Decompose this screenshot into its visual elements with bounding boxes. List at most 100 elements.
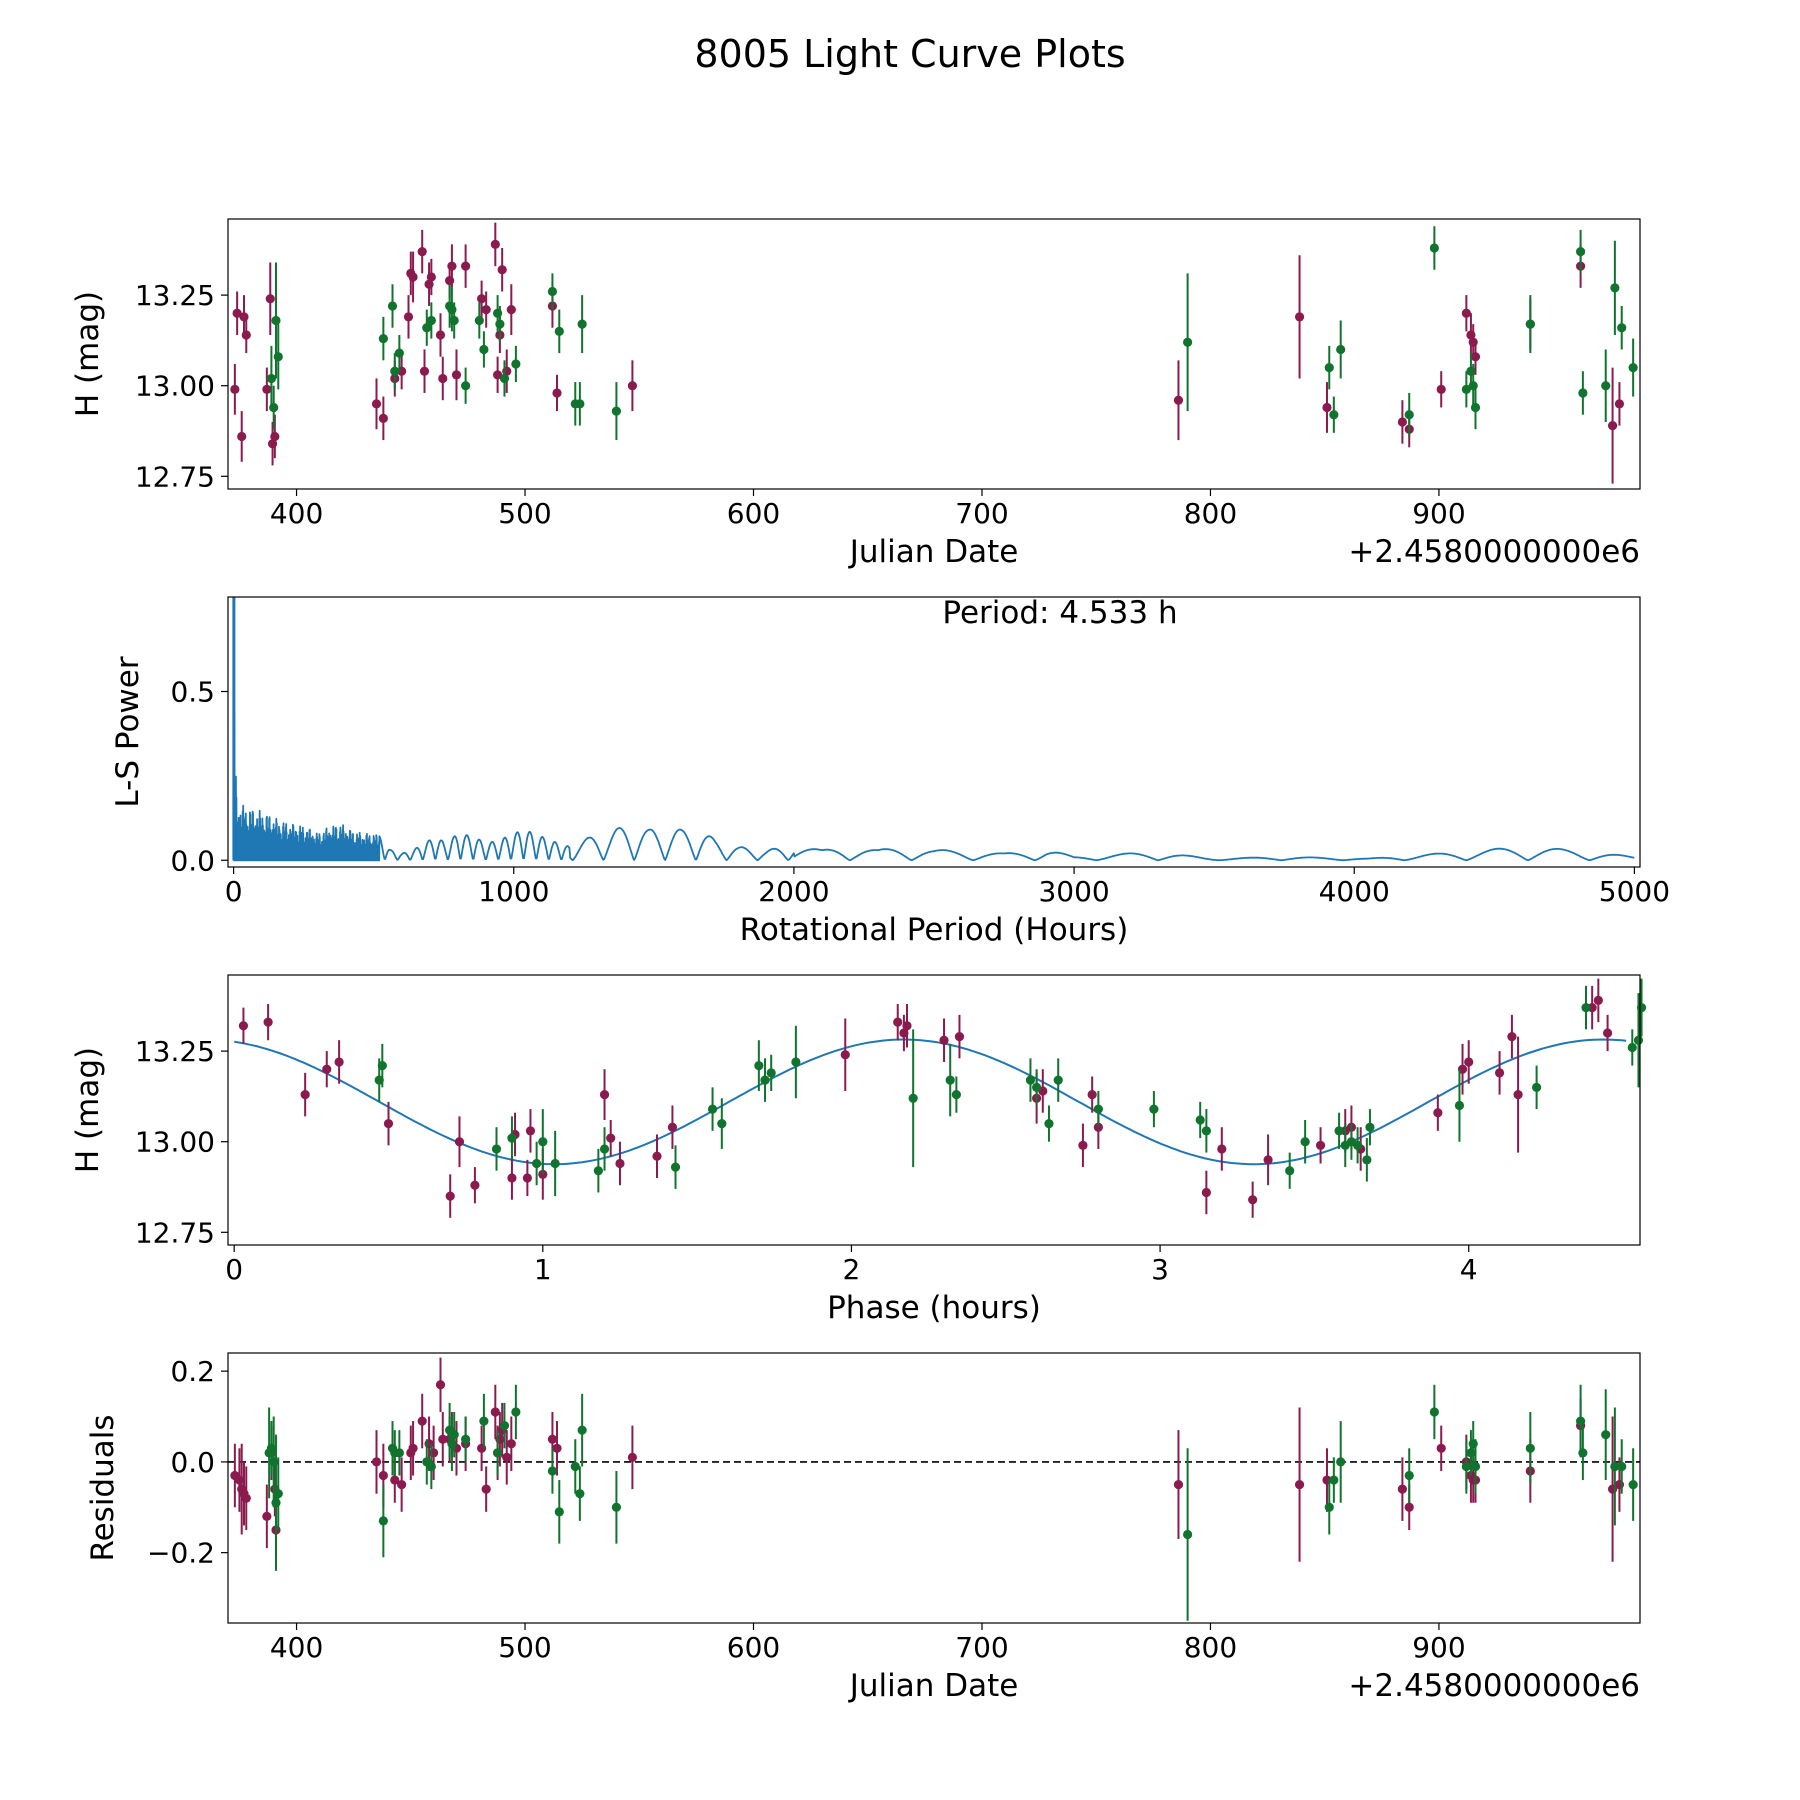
- data-point: [241, 330, 251, 340]
- residuals-x-offset-text: +2.4580000000e6: [1348, 1668, 1640, 1704]
- data-point: [449, 1430, 459, 1440]
- data-point: [593, 1166, 603, 1176]
- lightcurve-plot-area: [230, 222, 1638, 484]
- data-point: [1617, 1461, 1627, 1472]
- data-point: [893, 1017, 903, 1027]
- x-tick-label: 800: [1184, 497, 1237, 530]
- data-point: [1334, 1126, 1344, 1136]
- data-point: [1032, 1082, 1042, 1092]
- data-point: [840, 1050, 850, 1060]
- data-point: [1513, 1089, 1523, 1100]
- y-tick-label: 13.00: [135, 1126, 215, 1159]
- data-point: [550, 1158, 560, 1169]
- data-point: [477, 294, 487, 304]
- data-point: [611, 1502, 622, 1512]
- data-point: [474, 315, 484, 326]
- data-point: [1201, 1126, 1211, 1136]
- data-point: [1404, 410, 1414, 420]
- data-point: [1470, 1461, 1481, 1472]
- x-tick-label: 2: [843, 1253, 861, 1286]
- x-tick-label: 2000: [758, 875, 829, 908]
- data-point: [262, 384, 272, 394]
- y-tick-label: 0.5: [170, 676, 215, 709]
- data-point: [479, 1416, 489, 1426]
- data-point: [1324, 1502, 1334, 1512]
- data-point: [378, 1516, 388, 1526]
- data-point: [435, 330, 446, 340]
- phased-plot-area: [234, 978, 1647, 1218]
- data-point: [408, 272, 418, 282]
- data-point: [417, 1416, 427, 1426]
- data-point: [522, 1173, 532, 1183]
- x-tick-label: 700: [955, 1631, 1008, 1664]
- figure-title: 8005 Light Curve Plots: [694, 32, 1125, 76]
- sinusoid-fit-line: [234, 1038, 1627, 1166]
- data-point: [506, 1439, 516, 1449]
- data-point: [1494, 1068, 1505, 1078]
- data-point: [547, 286, 558, 297]
- data-point: [493, 370, 503, 380]
- data-point: [438, 1434, 448, 1444]
- ls-power-curve: [232, 619, 1635, 862]
- data-point: [1294, 1479, 1305, 1490]
- data-point: [1329, 410, 1339, 420]
- data-point: [419, 366, 430, 376]
- data-point: [599, 1144, 610, 1154]
- data-point: [232, 308, 242, 318]
- data-point: [547, 1466, 558, 1476]
- periodogram-y-axis-label: L-S Power: [110, 656, 146, 807]
- data-point: [1353, 1140, 1363, 1150]
- phased-x-axis-label: Phase (hours): [827, 1290, 1041, 1326]
- data-point: [507, 1133, 517, 1143]
- x-tick-label: 1000: [478, 875, 549, 908]
- data-point: [1404, 1470, 1414, 1481]
- data-point: [273, 352, 283, 362]
- data-point: [575, 399, 585, 409]
- data-point: [1329, 1475, 1339, 1485]
- data-point: [1404, 1502, 1414, 1512]
- x-tick-label: 600: [727, 1631, 780, 1664]
- data-point: [461, 381, 471, 391]
- data-point: [1436, 384, 1446, 394]
- data-point: [945, 1075, 955, 1085]
- data-point: [497, 265, 507, 275]
- data-point: [939, 1035, 949, 1045]
- x-tick-label: 900: [1412, 1631, 1465, 1664]
- data-point: [238, 1021, 249, 1031]
- data-point: [667, 1122, 678, 1132]
- y-tick-label: 13.25: [135, 1035, 215, 1068]
- data-point: [470, 1180, 480, 1190]
- data-point: [445, 1191, 455, 1201]
- data-point: [1324, 362, 1334, 373]
- data-point: [570, 1461, 580, 1472]
- data-point: [552, 1443, 562, 1453]
- data-point: [652, 1151, 662, 1161]
- x-tick-label: 0: [225, 875, 243, 908]
- data-point: [1433, 1108, 1443, 1118]
- data-point: [1217, 1144, 1227, 1154]
- residuals-y-axis-label: Residuals: [85, 1414, 121, 1561]
- data-point: [1195, 1115, 1205, 1125]
- x-tick-label: 800: [1184, 1631, 1237, 1664]
- data-point: [951, 1089, 961, 1100]
- data-point: [511, 1407, 521, 1417]
- y-tick-label: −0.2: [147, 1537, 215, 1570]
- data-point: [1429, 1407, 1439, 1417]
- data-point: [481, 305, 491, 315]
- x-tick-label: 4000: [1319, 875, 1390, 908]
- y-tick-label: 13.25: [135, 279, 215, 312]
- data-point: [447, 261, 457, 271]
- data-point: [451, 370, 462, 380]
- data-point: [499, 1421, 510, 1431]
- x-tick-label: 3000: [1038, 875, 1109, 908]
- data-point: [262, 1511, 272, 1521]
- lightcurve-panel: 400 500 600 700 800 900 12.75 13.00 13.25 Julian …: [70, 218, 1641, 570]
- residuals-series-green: [264, 1384, 1638, 1621]
- data-point: [599, 1089, 610, 1100]
- data-point: [1397, 417, 1407, 427]
- y-tick-label: 0.0: [170, 844, 215, 877]
- data-point: [1093, 1104, 1103, 1114]
- data-point: [627, 381, 638, 391]
- data-point: [1470, 402, 1481, 413]
- data-point: [1173, 1479, 1184, 1490]
